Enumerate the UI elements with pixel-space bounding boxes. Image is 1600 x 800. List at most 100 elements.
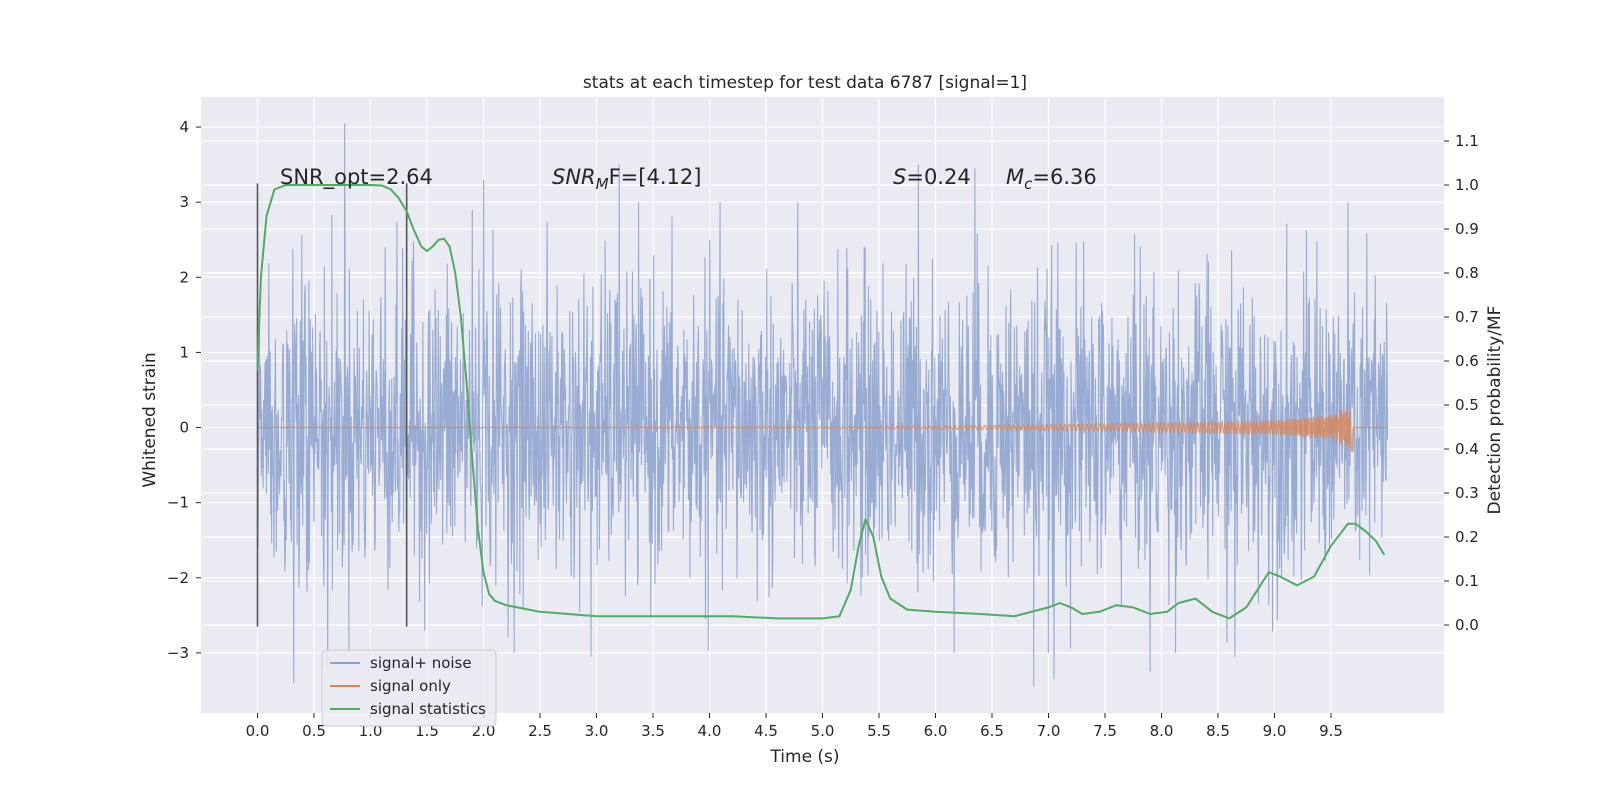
- stats-point-38: [850, 589, 852, 591]
- stats-point-16: [432, 246, 434, 248]
- stats-point-37: [838, 615, 841, 617]
- chart-title: stats at each timestep for test data 678…: [583, 73, 1027, 93]
- signal-series: [257, 407, 1388, 454]
- y2-tick-label-4: 0.4: [1455, 440, 1479, 458]
- stats-point-55: [1149, 613, 1151, 615]
- annotation-s-tail: =0.24: [906, 165, 970, 189]
- x-tick-label-14: 7.0: [1037, 722, 1061, 740]
- stats-point-41: [872, 536, 874, 538]
- stats-point-71: [1375, 540, 1377, 543]
- y-tick-label-0: −3: [167, 644, 189, 662]
- stats-point-15: [426, 250, 428, 252]
- stats-point-36: [821, 617, 824, 620]
- y2-tick-label-7: 0.7: [1455, 308, 1479, 326]
- stats-point-60: [1228, 617, 1230, 620]
- y2-tick-label-2: 0.2: [1455, 528, 1479, 546]
- y-axis-title: Whitened strain: [140, 352, 160, 487]
- x-tick-label-11: 5.5: [867, 722, 891, 740]
- stats-point-57: [1177, 602, 1180, 604]
- y-tick-label-3: 0: [179, 419, 189, 437]
- stats-point-19: [449, 246, 451, 248]
- x-tick-label-16: 8.0: [1150, 722, 1174, 740]
- stats-point-34: [731, 615, 733, 617]
- signal-trace: [257, 407, 1388, 454]
- stats-point-50: [1070, 606, 1072, 609]
- x-tick-label-6: 3.0: [585, 722, 609, 740]
- y-tick-label-2: −1: [167, 494, 189, 512]
- y2-tick-label-8: 0.8: [1455, 264, 1479, 282]
- y2-tick-label-9: 0.9: [1455, 220, 1479, 238]
- stats-point-8: [369, 184, 372, 186]
- noise-series: [256, 123, 1389, 687]
- stats-point-45: [934, 611, 937, 613]
- stats-point-40: [864, 518, 867, 521]
- x-tick-label-1: 0.5: [302, 722, 326, 740]
- y2-tick-label-5: 0.5: [1455, 396, 1479, 414]
- x-tick-label-18: 9.0: [1263, 722, 1287, 740]
- stats-point-30: [539, 611, 541, 613]
- stats-point-67: [1330, 545, 1332, 547]
- stats-point-47: [1014, 615, 1016, 617]
- stats-point-12: [406, 210, 408, 212]
- stats-point-70: [1366, 532, 1368, 534]
- stats-point-48: [1047, 606, 1050, 609]
- stats-point-61: [1245, 606, 1247, 609]
- stats-point-24: [477, 527, 479, 529]
- stats-point-69: [1355, 523, 1357, 525]
- annotation-mc: Mc=6.36: [1006, 165, 1097, 193]
- stats-point-3: [273, 188, 276, 190]
- stats-point-42: [880, 576, 882, 578]
- legend-label-signal: signal only: [370, 677, 451, 695]
- vertical-markers: [256, 183, 408, 627]
- stats-point-31: [595, 615, 598, 617]
- stats-point-10: [390, 188, 392, 190]
- stats-point-29: [516, 606, 519, 609]
- stats-point-4: [285, 184, 287, 186]
- legend-label-stats: signal statistics: [370, 700, 486, 718]
- annotation-snr-opt: SNR_opt=2.64: [280, 165, 433, 190]
- stats-point-28: [505, 604, 507, 606]
- y2-tick-label-6: 0.6: [1455, 352, 1479, 370]
- stats-point-14: [420, 246, 422, 248]
- x-tick-label-5: 2.5: [528, 722, 552, 740]
- stats-point-39: [858, 545, 860, 547]
- stats-series: [256, 184, 1385, 620]
- annotation-s: S=0.24: [893, 165, 971, 189]
- y2-tick-label-11: 1.1: [1455, 132, 1479, 150]
- stats-point-0: [256, 369, 259, 371]
- x-tick-label-9: 4.5: [754, 722, 778, 740]
- stats-point-7: [347, 184, 349, 186]
- x-tick-label-13: 6.5: [980, 722, 1004, 740]
- annotation-snr-mf-tail: F=[4.12]: [609, 165, 702, 189]
- stats-point-27: [494, 600, 496, 602]
- stats-point-23: [471, 457, 473, 459]
- stats-point-26: [488, 593, 490, 595]
- x-tick-label-10: 5.0: [811, 722, 835, 740]
- stats-point-63: [1268, 571, 1270, 573]
- stats-point-59: [1211, 611, 1213, 613]
- stats-point-58: [1194, 598, 1196, 600]
- stats-point-66: [1313, 576, 1315, 578]
- stats-point-43: [889, 598, 891, 600]
- y-tick-label-6: 3: [179, 193, 189, 211]
- y2-tick-label-0: 0.0: [1455, 616, 1479, 634]
- y2-axis-ticks: 0.0 0.1 0.2 0.3 0.4 0.5 0.6 0.7 0.8 0.9 1.0 1.1: [1444, 132, 1479, 634]
- x-tick-label-8: 4.0: [698, 722, 722, 740]
- stats-point-17: [437, 239, 439, 241]
- stats-point-5: [302, 184, 304, 186]
- x-tick-label-15: 7.5: [1093, 722, 1117, 740]
- stats-point-64: [1279, 576, 1281, 578]
- annotation-snr-mf-sub: M: [596, 175, 609, 193]
- x-tick-label-19: 9.5: [1319, 722, 1343, 740]
- stats-point-62: [1256, 589, 1259, 591]
- noise-trace: [256, 123, 1389, 687]
- x-tick-label-0: 0.0: [246, 722, 270, 740]
- stats-point-6: [324, 184, 326, 186]
- stats-point-9: [381, 184, 383, 187]
- annotation-snr-mf-base: SNR: [552, 165, 596, 189]
- annotation-s-base: S: [893, 165, 906, 189]
- stats-point-32: [652, 615, 654, 617]
- stats-point-46: [980, 613, 982, 615]
- stats-point-13: [412, 228, 415, 230]
